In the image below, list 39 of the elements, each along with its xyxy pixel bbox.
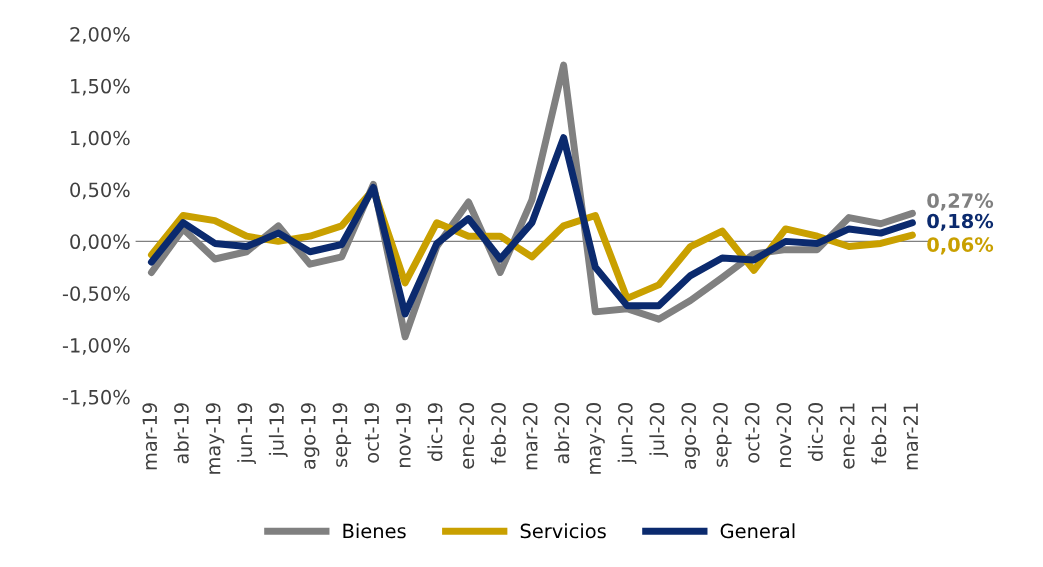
- x-tick-label: sep-19: [332, 403, 352, 467]
- x-tick-label: jul-20: [649, 403, 669, 457]
- y-tick-label: 1,50%: [71, 78, 130, 96]
- x-tick-label: abr-20: [554, 403, 570, 464]
- x-tick-label: dic-20: [807, 403, 823, 461]
- x-tick-label: oct-20: [744, 403, 760, 463]
- x-tick-label: may-19: [205, 403, 225, 474]
- x-tick-label: ago-19: [300, 403, 320, 469]
- x-tick-label: jun-19: [237, 403, 256, 464]
- annotation: 0,18%: [927, 213, 994, 231]
- x-tick-label: sep-20: [713, 403, 732, 467]
- y-tick-label: 2,00%: [70, 26, 130, 44]
- y-tick-label: -1,50%: [62, 389, 130, 407]
- legend-label: Servicios: [520, 523, 606, 539]
- x-tick-label: abr-19: [173, 403, 189, 464]
- x-tick-label: ene-20: [459, 403, 475, 469]
- legend-label: General: [720, 523, 795, 539]
- x-tick-label: oct-19: [364, 403, 380, 463]
- annotation: 0,27%: [927, 193, 994, 211]
- x-tick-label: feb-20: [490, 403, 506, 465]
- y-tick-label: -0,50%: [62, 286, 130, 303]
- y-tick-label: 0,00%: [70, 234, 130, 252]
- y-tick-label: 1,00%: [71, 130, 130, 148]
- legend-label: Bienes: [343, 523, 406, 539]
- x-tick-label: mar-19: [142, 403, 158, 470]
- x-tick-label: jun-20: [617, 403, 637, 464]
- x-tick-label: jul-19: [268, 403, 288, 457]
- x-tick-label: feb-21: [871, 403, 887, 465]
- x-tick-label: ene-21: [839, 403, 855, 469]
- y-tick-label: -1,00%: [62, 338, 130, 355]
- x-tick-label: nov-19: [396, 403, 411, 467]
- x-tick-label: ago-20: [681, 403, 700, 469]
- x-tick-label: mar-21: [903, 403, 919, 470]
- x-tick-label: mar-20: [522, 403, 538, 470]
- x-tick-label: nov-20: [776, 403, 792, 467]
- annotation: 0,06%: [927, 237, 994, 255]
- x-tick-label: may-20: [586, 403, 605, 474]
- x-tick-label: dic-19: [427, 403, 443, 461]
- y-tick-label: 0,50%: [70, 182, 130, 200]
